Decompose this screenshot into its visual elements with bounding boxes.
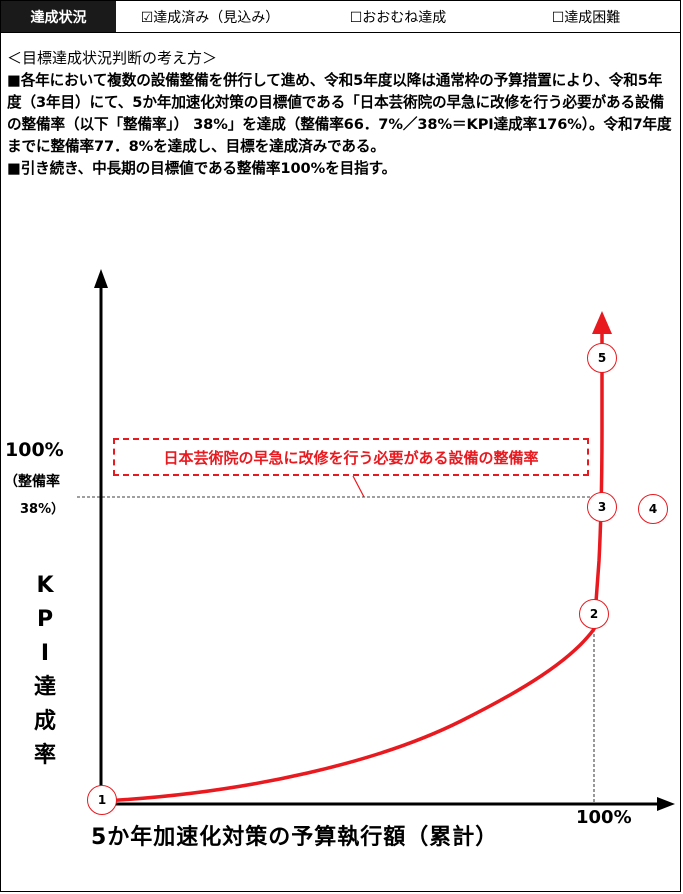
y-tick-100-percent: 100% [5,439,64,461]
x-axis-arrowhead [657,797,675,811]
y-axis-label-char: 率 [33,743,56,768]
status-option-achieved: ☑達成済み（見込み） [140,9,280,26]
x-axis-label: 5か年加速化対策の予算執行額（累計） [91,825,499,850]
marker-5: 5 [587,343,617,373]
status-label: 達成状況 [1,1,116,32]
y-axis-arrowhead [94,269,108,288]
status-option-difficult: ☐達成困難 [551,9,621,26]
y-axis-label-char: 達 [33,675,56,700]
status-option-mostly-achieved: ☐おおむね達成 [349,9,447,26]
kpi-curve [102,331,604,803]
marker-2: 2 [579,599,609,629]
marker-1: 1 [87,785,117,815]
y-tick-sub-label: （整備率 [4,474,60,490]
body-paragraph-1: ■各年において複数の設備整備を併行して進め、令和5年度以降は通常枠の予算措置によ… [7,72,672,155]
callout-pointer [352,475,365,498]
y-axis-label-char: K [36,573,54,598]
section-heading: ＜目標達成状況判断の考え方＞ [7,49,218,67]
status-bar: 達成状況 ☑達成済み（見込み） ☐おおむね達成 ☐達成困難 [1,1,680,33]
target-callout: 日本芸術院の早急に改修を行う必要がある設備の整備率 [113,438,589,476]
body-paragraph-2: ■引き続き、中長期の目標値である整備率100%を目指す。 [7,160,397,177]
y-axis-label-char: P [36,607,54,632]
marker-4: 4 [638,494,668,524]
y-axis-label-char: 成 [33,709,56,734]
kpi-curve-arrowhead [592,311,612,334]
marker-3: 3 [587,492,617,522]
x-tick-100-percent: 100% [576,807,632,828]
y-axis-label: K P I 達 成 率 [27,569,63,773]
y-tick-sub-value: 38%） [20,502,65,517]
body-text: ■各年において複数の設備整備を併行して進め、令和5年度以降は通常枠の予算措置によ… [7,70,675,180]
y-axis-label-char: I [40,641,50,666]
